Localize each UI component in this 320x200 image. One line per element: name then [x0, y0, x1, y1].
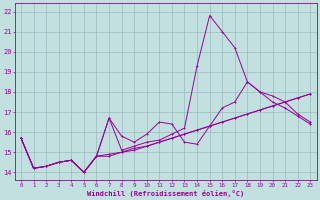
X-axis label: Windchill (Refroidissement éolien,°C): Windchill (Refroidissement éolien,°C)	[87, 190, 244, 197]
